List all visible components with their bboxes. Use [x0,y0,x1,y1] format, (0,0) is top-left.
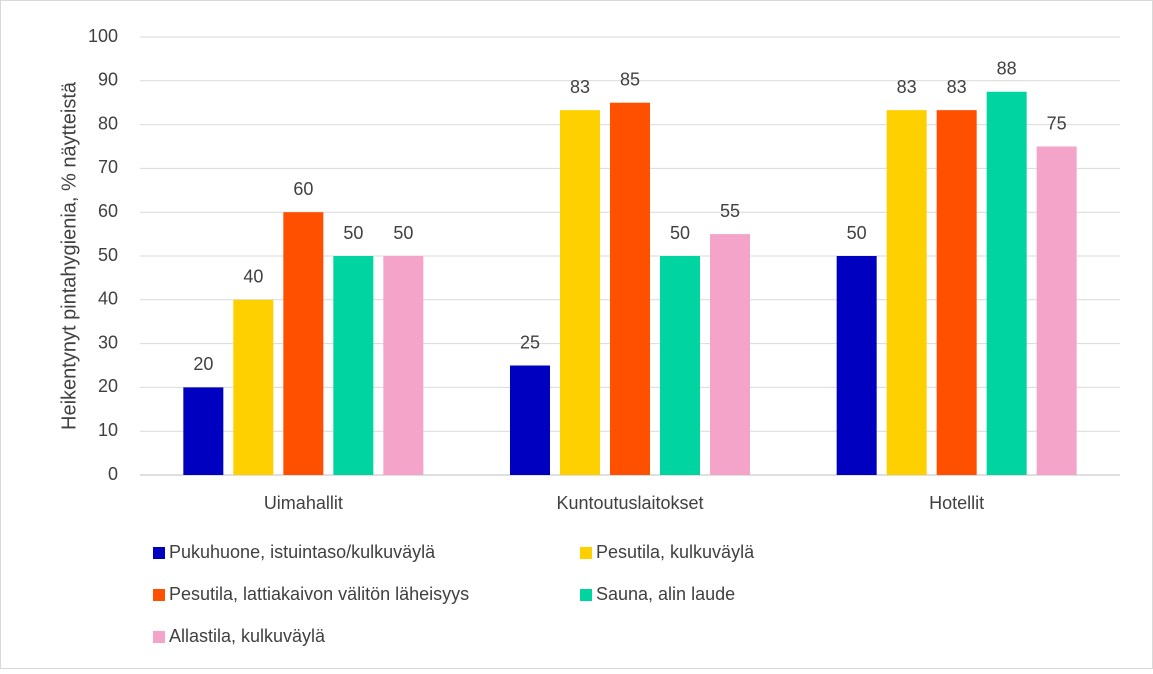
data-label: 55 [720,201,740,221]
data-label: 50 [393,223,413,243]
data-label: 40 [243,267,263,287]
y-tick-label: 40 [98,289,118,309]
bar [936,110,977,476]
y-tick-label: 50 [98,245,118,265]
y-tick-label: 10 [98,420,118,440]
bar [660,256,700,475]
y-axis-label: Heikentynyt pintahygienia, % näytteistä [58,81,80,430]
bar [233,299,274,475]
bar [610,102,650,475]
bar [710,234,750,475]
data-label: 50 [847,223,867,243]
data-label: 60 [293,179,313,199]
bar [560,110,600,476]
data-label: 75 [1047,113,1067,133]
y-tick-label: 0 [108,464,118,484]
data-label: 88 [997,59,1017,79]
bar [886,110,927,476]
legend-label: Pukuhuone, istuintaso/kulkuväylä [169,542,436,562]
data-label: 85 [620,69,640,89]
legend-swatch [153,631,165,643]
bar [283,212,324,475]
data-label: 83 [947,77,967,97]
data-label: 20 [193,354,213,374]
x-tick-label: Hotellit [929,493,984,513]
data-label: 50 [670,223,690,243]
bar [333,256,374,475]
y-tick-label: 80 [98,113,118,133]
bar [1036,146,1077,475]
legend-swatch [580,589,592,601]
bar [986,91,1027,475]
bar [383,256,424,475]
data-label: 50 [343,223,363,243]
y-tick-label: 30 [98,332,118,352]
x-tick-label: Kuntoutuslaitokset [556,493,703,513]
legend-label: Pesutila, kulkuväylä [596,542,755,562]
legend-swatch [153,589,165,601]
legend-swatch [153,547,165,559]
y-tick-label: 20 [98,376,118,396]
y-tick-label: 90 [98,70,118,90]
legend-label: Allastila, kulkuväylä [169,626,326,646]
data-label: 83 [897,77,917,97]
bar [183,387,224,475]
legend-label: Pesutila, lattiakaivon välitön läheisyys [169,584,469,604]
data-label: 83 [570,77,590,97]
data-label: 25 [520,332,540,352]
bar [510,365,550,475]
x-tick-label: Uimahallit [264,493,343,513]
y-tick-label: 60 [98,201,118,221]
legend-swatch [580,547,592,559]
y-tick-label: 100 [88,26,118,46]
bar [836,256,877,475]
y-tick-label: 70 [98,157,118,177]
legend-label: Sauna, alin laude [596,584,735,604]
